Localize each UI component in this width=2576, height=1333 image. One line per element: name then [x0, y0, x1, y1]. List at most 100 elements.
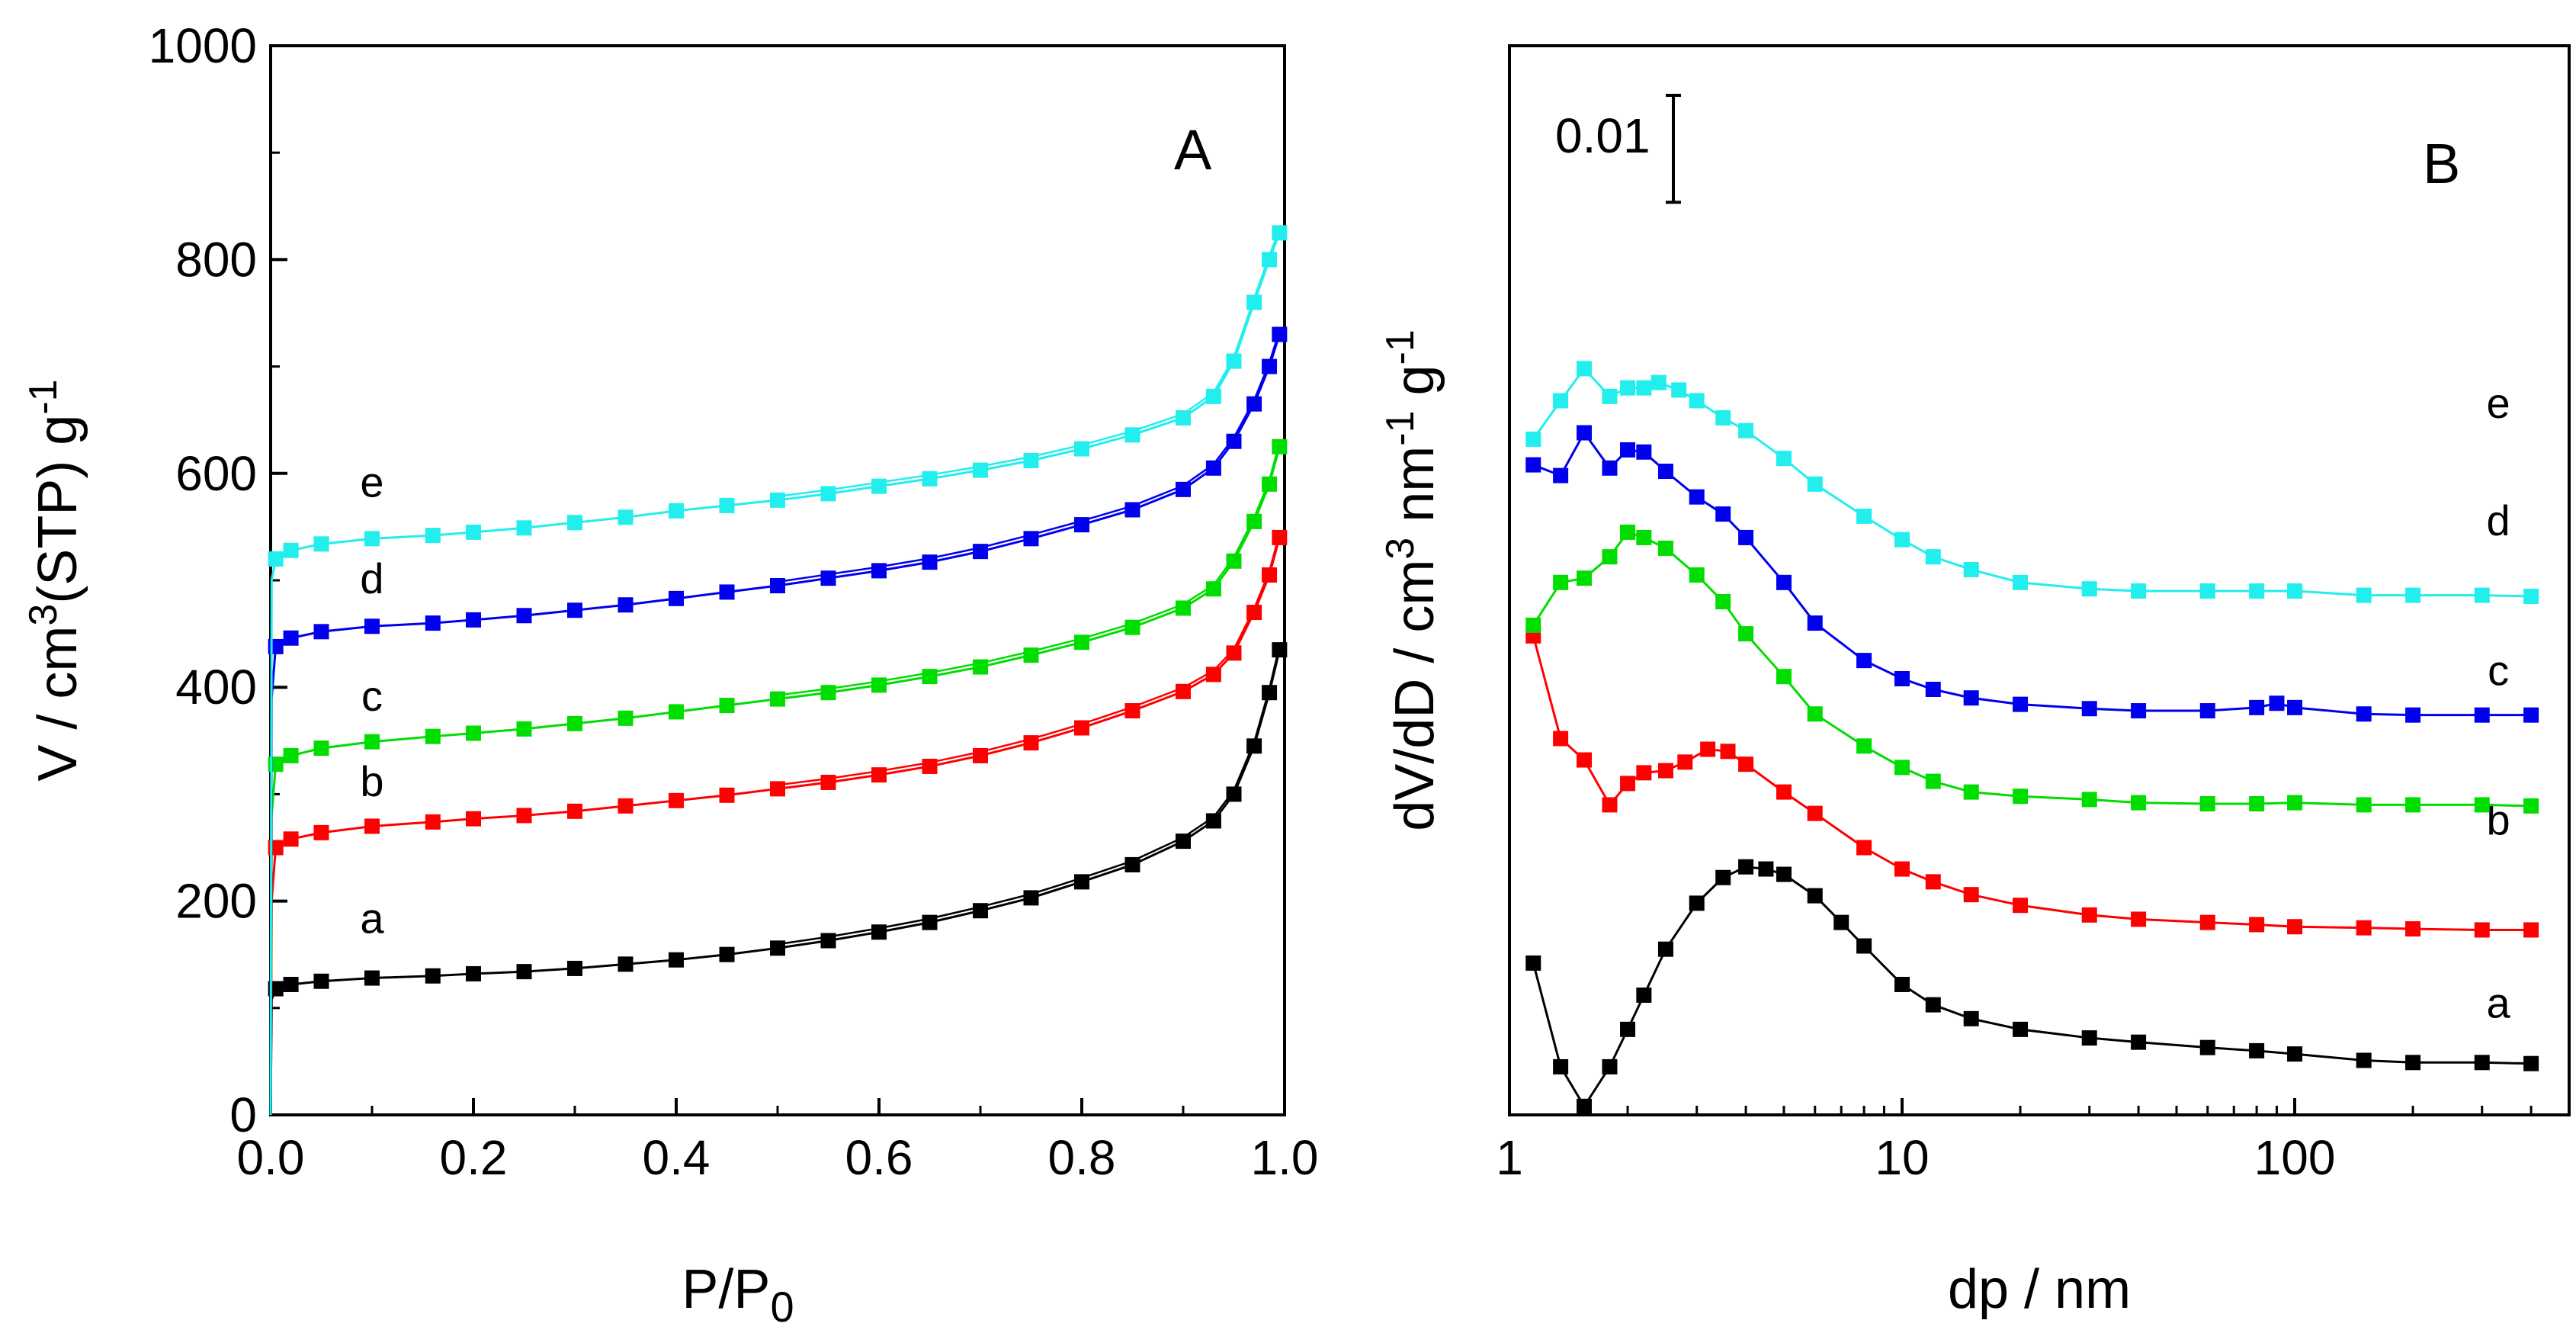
data-marker — [1925, 997, 1941, 1013]
data-marker — [1807, 706, 1823, 722]
data-marker — [1525, 457, 1541, 473]
data-marker — [2131, 795, 2147, 811]
data-marker — [669, 792, 684, 808]
data-marker — [2269, 695, 2285, 711]
data-marker — [516, 808, 532, 824]
data-marker — [973, 544, 988, 560]
data-marker — [2199, 1039, 2215, 1055]
y-tick-label: 400 — [175, 660, 257, 715]
data-marker — [516, 608, 532, 624]
data-marker — [1176, 834, 1191, 850]
data-marker — [1715, 506, 1731, 522]
data-marker — [1246, 294, 1262, 310]
data-marker — [1023, 735, 1039, 751]
x-tick-label: 0.8 — [1048, 1130, 1116, 1185]
data-marker — [2405, 707, 2421, 723]
data-marker — [1894, 532, 1910, 548]
data-marker — [1700, 741, 1716, 757]
data-marker — [973, 659, 988, 675]
data-marker — [1856, 938, 1872, 954]
data-marker — [871, 924, 887, 940]
data-marker — [313, 824, 329, 840]
data-marker — [2356, 1052, 2372, 1068]
data-marker — [516, 964, 532, 980]
data-marker — [719, 584, 735, 600]
data-marker — [1856, 653, 1872, 669]
data-marker — [2249, 1042, 2265, 1058]
panel-a-axis-ticks: 0.0 0.2 0.4 0.6 0.8 1.0 0 200 400 600 800 1000 — [149, 18, 1319, 1185]
data-marker — [2474, 587, 2490, 603]
data-marker — [770, 578, 785, 594]
series-label: b — [360, 757, 383, 805]
data-marker — [1205, 813, 1221, 829]
y-tick-label: 0 — [229, 1087, 257, 1142]
data-marker — [2287, 919, 2303, 935]
data-marker — [2081, 1030, 2097, 1046]
series-b: b — [268, 529, 1288, 1116]
series-label: a — [360, 895, 384, 943]
data-marker — [1894, 976, 1910, 992]
data-marker — [2356, 706, 2372, 722]
panel-b-y-axis-label: dV/dD / cm3 nm-1 g-1 — [1378, 329, 1445, 831]
data-marker — [364, 970, 380, 986]
series-label: e — [2486, 379, 2510, 427]
data-marker — [425, 728, 441, 744]
data-marker — [2199, 796, 2215, 812]
data-marker — [770, 940, 785, 956]
data-marker — [1577, 361, 1593, 377]
panel-b-series: a b c d e — [1525, 361, 2539, 1114]
data-marker — [1776, 451, 1792, 467]
adsorption-line — [269, 649, 1281, 1116]
data-marker — [1807, 476, 1823, 492]
data-marker — [268, 551, 284, 567]
data-marker — [1124, 619, 1140, 635]
data-marker — [2013, 1021, 2029, 1037]
data-marker — [1262, 252, 1278, 268]
y-tick-label: 200 — [175, 874, 257, 929]
data-marker — [283, 831, 299, 847]
data-marker — [1833, 914, 1849, 930]
data-marker — [1124, 703, 1140, 719]
data-marker — [1689, 393, 1705, 409]
data-marker — [2356, 797, 2372, 813]
data-marker — [2131, 583, 2147, 599]
data-marker — [1894, 670, 1910, 686]
data-marker — [313, 624, 329, 640]
data-marker — [1525, 617, 1541, 633]
data-marker — [1553, 467, 1569, 483]
data-marker — [1074, 441, 1089, 457]
data-marker — [283, 747, 299, 763]
data-marker — [2356, 920, 2372, 936]
data-marker — [770, 492, 785, 508]
data-marker — [2405, 797, 2421, 813]
data-marker — [425, 528, 441, 544]
data-marker — [2523, 589, 2539, 605]
data-marker — [820, 570, 836, 586]
data-marker — [2081, 792, 2097, 808]
data-marker — [922, 758, 938, 774]
data-marker — [1620, 1021, 1636, 1037]
series-e: e — [1525, 361, 2539, 605]
data-marker — [1272, 642, 1288, 658]
data-marker — [1272, 438, 1288, 455]
data-marker — [2249, 699, 2265, 715]
data-marker — [1807, 888, 1823, 904]
scale-bar: 0.01 — [1555, 94, 1681, 204]
data-marker — [2131, 911, 2147, 927]
data-marker — [1689, 567, 1705, 583]
data-marker — [669, 952, 684, 968]
data-marker — [466, 811, 481, 827]
data-marker — [364, 818, 380, 834]
data-marker — [2249, 583, 2265, 599]
data-marker — [1620, 380, 1636, 396]
series-a: a — [268, 642, 1288, 1116]
data-marker — [1262, 476, 1278, 492]
data-marker — [1963, 887, 1979, 903]
data-marker — [1124, 856, 1140, 872]
series-label: d — [360, 554, 383, 602]
data-marker — [2474, 707, 2490, 723]
series-label: b — [2486, 796, 2510, 844]
data-marker — [466, 524, 481, 540]
data-marker — [283, 976, 299, 992]
